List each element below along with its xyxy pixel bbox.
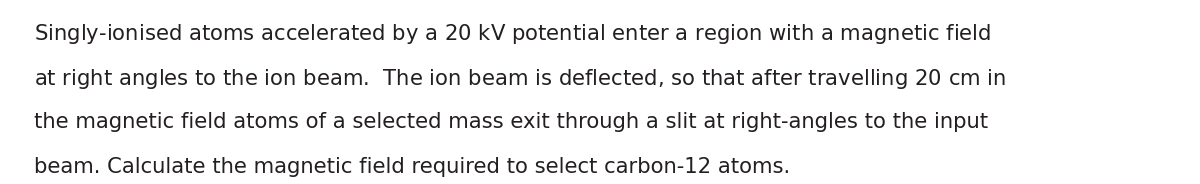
Text: the magnetic field atoms of a selected mass exit through a slit at right-angles : the magnetic field atoms of a selected m… (34, 112, 988, 132)
Text: Singly-ionised atoms accelerated by a $\mathdefault{20\ kV}$ potential enter a r: Singly-ionised atoms accelerated by a $\… (34, 22, 991, 46)
Text: at right angles to the ion beam.  The ion beam is deflected, so that after trave: at right angles to the ion beam. The ion… (34, 67, 1006, 91)
Text: beam. Calculate the magnetic field required to select carbon-12 atoms.: beam. Calculate the magnetic field requi… (34, 157, 790, 177)
